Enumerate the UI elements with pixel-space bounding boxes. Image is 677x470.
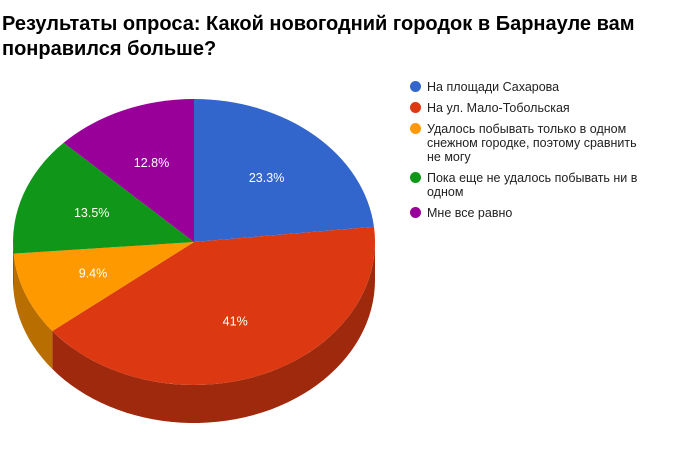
legend-label: На ул. Мало-Тобольская — [427, 101, 570, 115]
pie-slice-side — [52, 242, 375, 423]
legend: На площади Сахарова На ул. Мало-Тобольск… — [410, 80, 670, 227]
pie-slice — [52, 226, 376, 386]
legend-label: Мне все равно — [427, 206, 513, 220]
pie-slice — [194, 99, 374, 242]
pie-slice — [13, 242, 194, 332]
pie-slice-value-label: 41% — [223, 314, 248, 328]
legend-item[interactable]: На ул. Мало-Тобольская — [410, 101, 670, 115]
legend-item[interactable]: Мне все равно — [410, 206, 670, 220]
legend-item[interactable]: Удалось побывать только в одном снежном … — [410, 122, 670, 164]
pie-slice-side — [13, 253, 53, 370]
pie-slice-value-label: 12.8% — [134, 156, 169, 170]
pie-slice — [63, 99, 195, 242]
legend-marker — [410, 172, 421, 183]
pie-label-group: 23.3% 41% 9.4% 13.5% 12.8% — [74, 156, 284, 328]
legend-item[interactable]: На площади Сахарова — [410, 80, 670, 94]
pie-slice — [12, 142, 195, 254]
pie-slice-value-label: 9.4% — [79, 267, 108, 281]
legend-marker — [410, 102, 421, 113]
legend-marker — [410, 207, 421, 218]
pie-slice-value-label: 23.3% — [249, 171, 284, 185]
legend-item[interactable]: Пока еще не удалось побывать ни в одном — [410, 171, 670, 199]
legend-marker — [410, 81, 421, 92]
pie-slice-value-label: 13.5% — [74, 206, 109, 220]
pie-top-group — [12, 99, 376, 386]
legend-label: Пока еще не удалось побывать ни в одном — [427, 171, 638, 199]
pie-side-group — [13, 242, 375, 423]
pie-slice-side — [13, 242, 14, 292]
legend-label: На площади Сахарова — [427, 80, 560, 94]
legend-marker — [410, 123, 421, 134]
chart-title: Результаты опроса: Какой новогодний горо… — [2, 13, 635, 60]
legend-label: Удалось побывать только в одном снежном … — [427, 122, 637, 164]
